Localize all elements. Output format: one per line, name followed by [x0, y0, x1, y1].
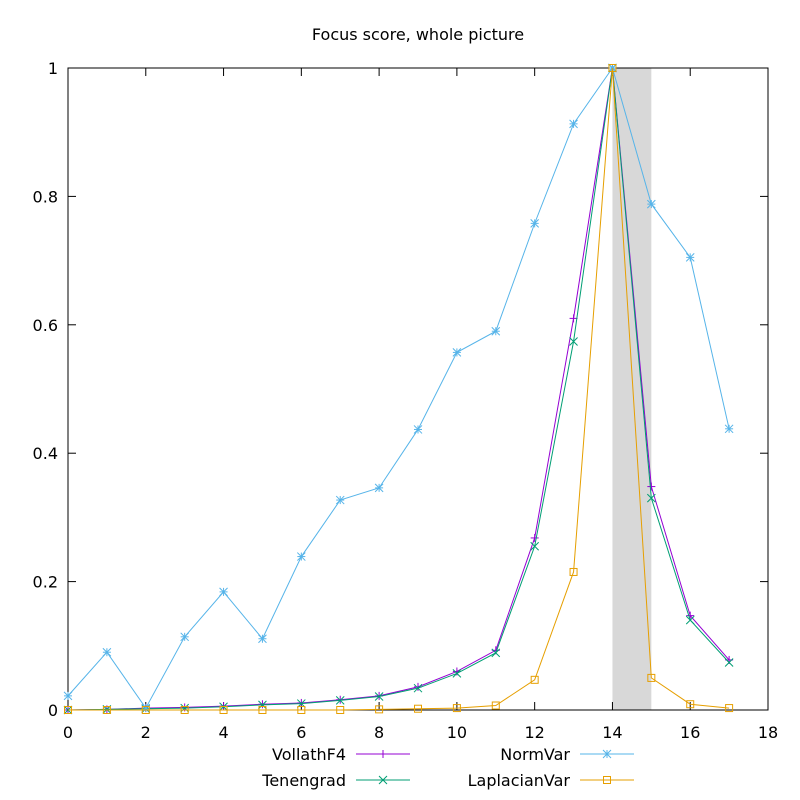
- chart-title: Focus score, whole picture: [312, 25, 524, 44]
- data-point: [296, 552, 306, 561]
- x-tick-label: 14: [602, 723, 622, 742]
- x-tick-label: 0: [63, 723, 73, 742]
- x-tick-label: 2: [141, 723, 151, 742]
- legend-marker: [379, 750, 387, 758]
- legend-marker: [602, 749, 612, 759]
- y-tick-label: 0.2: [33, 573, 58, 592]
- data-point: [725, 704, 734, 713]
- axes: 0 2 4 6 8 10 12 14 16 18 0 0.2 0.4 0.6 0.8 1: [33, 59, 779, 742]
- y-tick-label: 0: [48, 701, 58, 720]
- data-point: [258, 700, 267, 710]
- data-point: [258, 706, 267, 714]
- x-tick-label: 8: [374, 723, 384, 742]
- series-layer: [63, 63, 734, 715]
- plot-frame: [67, 67, 769, 711]
- data-point: [335, 495, 345, 505]
- legend-label: LaplacianVar: [468, 771, 571, 790]
- y-tick-label: 0.6: [33, 316, 58, 335]
- series-line-laplacianvar: [68, 67, 730, 711]
- legend-item-tenengrad: Tenengrad: [261, 771, 410, 790]
- data-point: [685, 615, 695, 625]
- data-point: [452, 704, 461, 713]
- data-point: [569, 567, 578, 576]
- legend-label: VollathF4: [272, 745, 346, 764]
- x-tick-label: 16: [680, 723, 700, 742]
- data-point: [180, 706, 189, 714]
- data-point: [64, 706, 72, 714]
- data-point: [686, 611, 695, 620]
- data-point: [414, 704, 422, 713]
- legend: VollathF4 Tenengrad NormVar LaplacianVar: [261, 745, 634, 790]
- data-point: [530, 541, 540, 551]
- data-point: [102, 647, 112, 657]
- y-tick-label: 1: [48, 59, 58, 78]
- data-point: [452, 669, 462, 678]
- data-point: [258, 634, 267, 644]
- y-tick-label: 0.8: [33, 187, 58, 206]
- data-point: [647, 482, 656, 491]
- data-point: [569, 314, 578, 323]
- data-point: [491, 326, 501, 336]
- x-tick-label: 10: [447, 723, 467, 742]
- legend-marker: [378, 775, 388, 785]
- data-point: [686, 700, 695, 709]
- data-point: [569, 119, 578, 129]
- data-point: [374, 692, 384, 701]
- legend-item-normvar: NormVar: [500, 745, 634, 764]
- x-tick-label: 18: [758, 723, 778, 742]
- data-point: [63, 691, 73, 701]
- data-point: [646, 493, 656, 503]
- legend-label: Tenengrad: [261, 771, 346, 790]
- series-line-normvar: [67, 66, 730, 710]
- data-point: [530, 675, 539, 684]
- data-point: [335, 696, 345, 705]
- data-point: [530, 219, 540, 228]
- data-point: [491, 701, 500, 710]
- data-point: [452, 348, 462, 357]
- legend-label: NormVar: [500, 745, 570, 764]
- data-point: [530, 533, 539, 542]
- data-point: [685, 253, 695, 262]
- data-point: [180, 632, 190, 642]
- data-point: [219, 587, 228, 597]
- data-point: [724, 658, 734, 667]
- data-point: [724, 424, 734, 434]
- data-point: [180, 703, 190, 713]
- x-tick-label: 4: [218, 723, 228, 742]
- data-point: [646, 199, 656, 209]
- data-point: [413, 683, 423, 693]
- data-point: [102, 706, 111, 714]
- series-laplacianvar: [64, 64, 734, 714]
- data-point: [297, 706, 306, 714]
- data-point: [374, 483, 384, 493]
- data-point: [569, 337, 578, 346]
- x-tick-label: 12: [524, 723, 544, 742]
- data-point: [413, 425, 423, 434]
- data-point: [219, 706, 228, 714]
- x-tick-label: 6: [296, 723, 306, 742]
- data-point: [491, 648, 501, 658]
- series-line-tenengrad: [67, 67, 730, 711]
- y-tick-label: 0.4: [33, 444, 58, 463]
- data-point: [336, 706, 345, 714]
- data-point: [375, 705, 384, 714]
- data-point: [608, 64, 617, 72]
- legend-item-vollathf4: VollathF4: [272, 745, 410, 764]
- data-point: [647, 673, 656, 682]
- legend-marker: [603, 776, 611, 784]
- data-point: [141, 706, 150, 714]
- legend-item-laplacianvar: LaplacianVar: [468, 771, 634, 790]
- data-point: [141, 703, 151, 713]
- series-normvar: [63, 63, 734, 713]
